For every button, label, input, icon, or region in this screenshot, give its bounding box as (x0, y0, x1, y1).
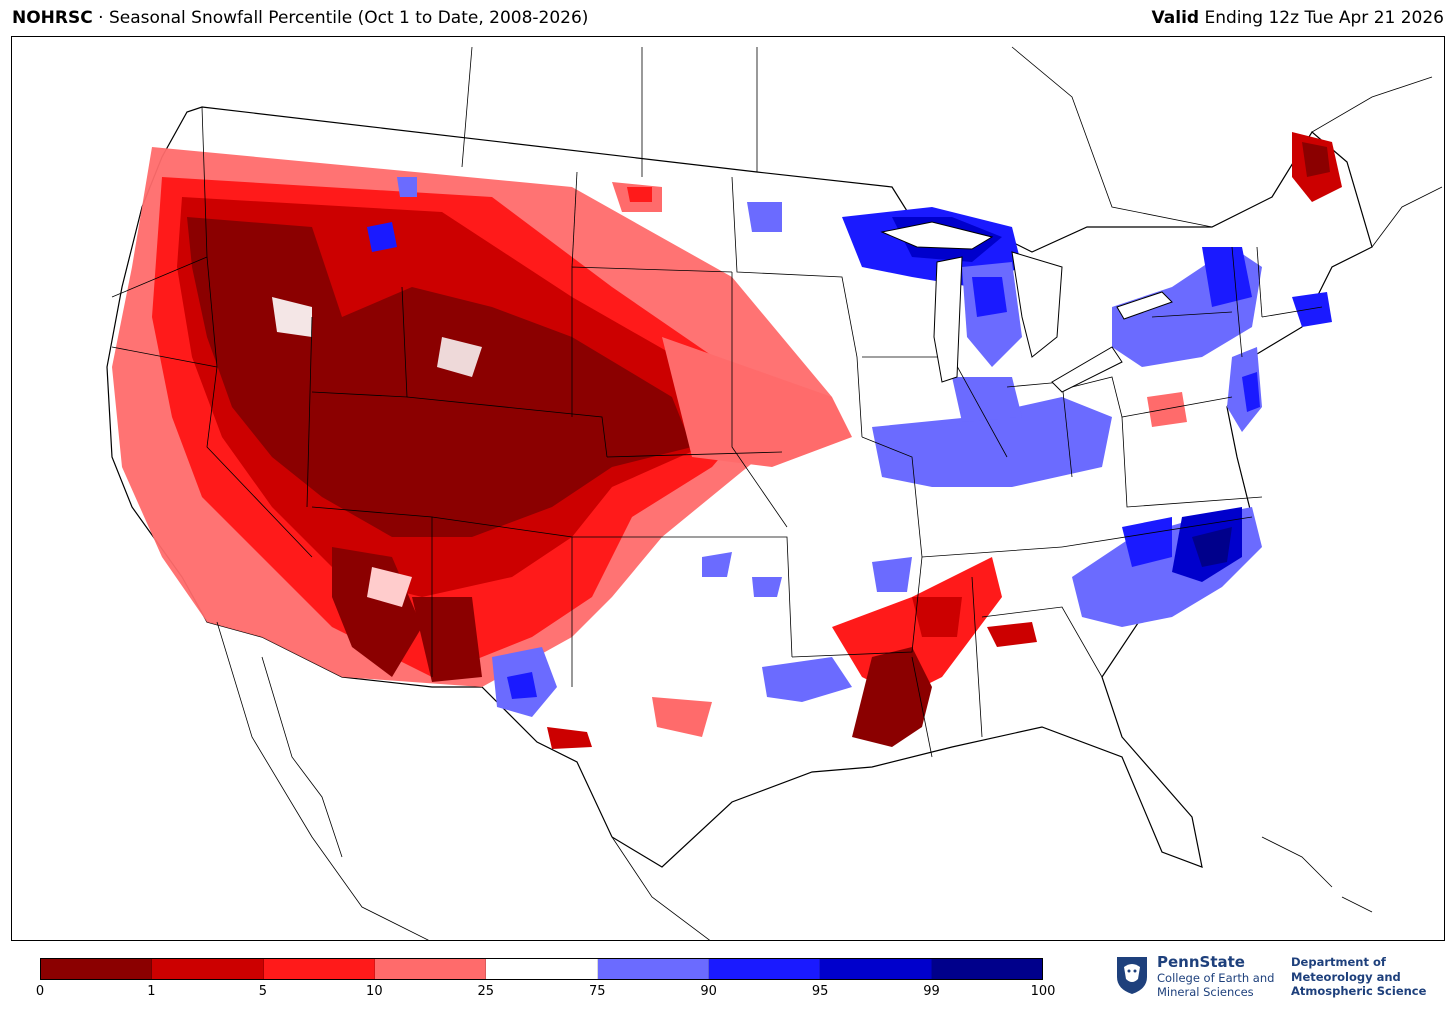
international-context (216, 46, 1443, 940)
colorbar-segment (597, 959, 709, 979)
colorbar-segment (931, 959, 1042, 979)
colorbar-tick-label: 100 (1030, 984, 1056, 999)
college-name: College of Earth and Mineral Sciences (1157, 971, 1275, 999)
colorbar-tick-label: 5 (258, 984, 268, 999)
valid-label: Valid (1151, 8, 1200, 28)
great-lakes (880, 221, 1173, 393)
colorbar-segment (152, 959, 264, 979)
colorbar-tick-label: 75 (588, 984, 606, 999)
nittany-lion-shield-icon (1117, 957, 1147, 994)
colorbar-segment (41, 959, 153, 979)
colorbar-tick-label: 90 (700, 984, 717, 999)
pennstate-name: PennState (1157, 953, 1245, 971)
header: NOHRSC · Seasonal Snowfall Percentile (O… (0, 0, 1456, 36)
colorbar-tick-label: 99 (923, 984, 940, 999)
map-title: NOHRSC · Seasonal Snowfall Percentile (O… (12, 8, 588, 28)
snowfall-map (106, 46, 1443, 940)
colorbar-segment (263, 959, 375, 979)
colorbar-ticks: 0 1 5 10 25 75 90 95 99 100 (36, 984, 1056, 1004)
colorbar-segment (708, 959, 821, 979)
title-separator: · (92, 8, 109, 28)
title-text: Seasonal Snowfall Percentile (Oct 1 to D… (108, 8, 589, 28)
title-org: NOHRSC (12, 8, 93, 28)
colorbar-segment (374, 959, 487, 979)
colorbar-tick-label: 25 (477, 984, 495, 999)
colorbar-tick-label: 95 (811, 984, 829, 999)
valid-text: Ending 12z Tue Apr 21 2026 (1199, 8, 1444, 28)
colorbar-tick-label: 0 (35, 984, 45, 999)
colorbar-tick-label: 1 (147, 984, 156, 999)
colorbar-tick-label: 10 (366, 984, 383, 999)
state-boundaries (111, 46, 1323, 758)
colorbar-segment (820, 959, 932, 979)
pennstate-logo: PennState College of Earth and Mineral S… (1115, 953, 1445, 1005)
map-panel (11, 36, 1445, 941)
valid-time: Valid Ending 12z Tue Apr 21 2026 (1152, 8, 1444, 28)
colorbar-segment (486, 959, 598, 979)
percentile-colorbar (40, 958, 1043, 980)
department-name: Department of Meteorology and Atmospheri… (1291, 955, 1427, 998)
